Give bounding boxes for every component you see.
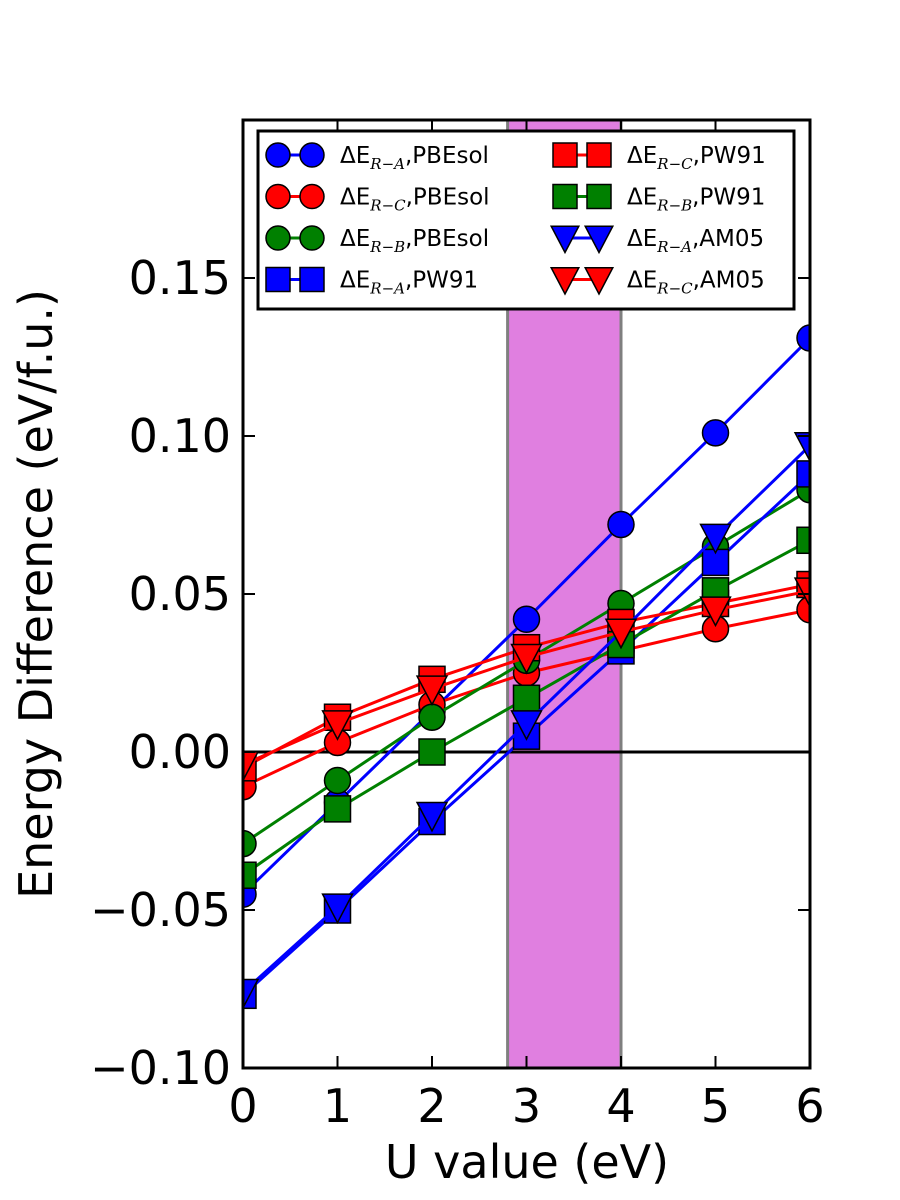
data-point-7-6 [793, 577, 810, 609]
legend-box [256, 129, 796, 311]
legend-entry-6: ΔER−A,AM05 [549, 225, 764, 256]
legend-entry-5: ΔER−B,PW91 [552, 183, 765, 215]
data-point-5-2 [418, 738, 446, 766]
y-tick-label: −0.10 [90, 1041, 231, 1095]
data-point-7-5 [699, 596, 732, 628]
x-tick-label: 3 [512, 1079, 541, 1133]
legend: ΔER−A,PBEsol ΔER−C,PBEsol ΔER−B,PBEsol ΔER−… [256, 129, 796, 311]
data-point-6-1 [321, 893, 354, 925]
legend-entry-3: ΔER−A,PW91 [265, 266, 478, 298]
legend-label: ΔER−A,PW91 [340, 268, 478, 298]
legend-marker-left [552, 142, 578, 168]
data-point-7-3 [510, 643, 543, 675]
x-tick-label: 1 [323, 1079, 352, 1133]
data-point-3-6 [796, 460, 810, 488]
data-point-7-2 [415, 675, 449, 707]
x-tick-label: 5 [701, 1079, 730, 1133]
x-tick-label: 0 [228, 1079, 257, 1133]
legend-marker-right [583, 267, 615, 296]
data-point-6-3 [510, 710, 543, 741]
data-point-6-2 [415, 801, 449, 833]
legend-entry-4: ΔER−C,PW91 [552, 142, 766, 173]
legend-label: ΔER−C,PW91 [627, 143, 766, 173]
y-tick-label: −0.05 [90, 883, 231, 937]
legend-marker-right [586, 183, 612, 210]
tick-layer: 0 1 2 3 4 5 6 −0.10 −0.05 0.00 0.05 0.10 0.15 [90, 120, 825, 1133]
legend-marker-right [583, 225, 615, 255]
x-axis-title: U value (eV) [385, 1135, 669, 1189]
data-point-0-4 [607, 510, 635, 539]
data-point-5-0 [243, 861, 257, 889]
data-point-7-4 [604, 618, 638, 650]
x-tick-label: 4 [606, 1079, 635, 1133]
data-point-0-6 [796, 324, 810, 352]
legend-marker-right [299, 225, 325, 251]
legend-marker-left [549, 225, 581, 255]
x-tick-label: 2 [417, 1079, 446, 1133]
y-axis-title: Energy Difference (eV/f.u.) [9, 289, 63, 899]
legend-label: ΔER−C,PBEsol [340, 185, 490, 215]
legend-label: ΔER−A,AM05 [627, 226, 764, 256]
data-point-5-6 [796, 526, 810, 555]
data-point-6-6 [793, 432, 810, 463]
legend-entry-7: ΔER−C,AM05 [549, 267, 765, 298]
data-point-5-3 [512, 684, 541, 713]
legend-label: ΔER−C,AM05 [627, 268, 765, 298]
legend-label: ΔER−B,PBEsol [340, 226, 489, 256]
data-point-6-5 [699, 523, 732, 555]
data-point-0-5 [701, 419, 730, 447]
legend-marker-right [299, 266, 325, 293]
legend-marker-left [549, 267, 581, 296]
legend-marker-left [265, 225, 291, 251]
legend-marker-left [265, 142, 291, 168]
legend-marker-left [265, 266, 291, 293]
data-point-2-1 [323, 766, 352, 795]
y-tick-label: 0.05 [129, 567, 231, 621]
series-layer [243, 324, 810, 1010]
data-point-5-1 [323, 795, 352, 823]
x-tick-label: 6 [795, 1079, 824, 1133]
legend-label: ΔER−A,PBEsol [340, 143, 489, 173]
legend-marker-left [265, 183, 291, 210]
y-tick-label: 0.10 [129, 409, 231, 463]
legend-marker-left [552, 183, 578, 210]
legend-marker-right [586, 142, 612, 168]
data-point-0-3 [512, 605, 541, 634]
data-point-1-6 [796, 596, 810, 624]
legend-marker-right [299, 183, 325, 210]
legend-entry-0: ΔER−A,PBEsol [265, 142, 489, 173]
y-tick-label: 0.15 [129, 251, 231, 305]
y-tick-label: 0.00 [129, 725, 231, 779]
legend-label: ΔER−B,PW91 [627, 185, 765, 215]
legend-entry-2: ΔER−B,PBEsol [265, 225, 489, 256]
legend-entry-1: ΔER−C,PBEsol [265, 183, 490, 215]
data-point-7-1 [321, 710, 354, 741]
data-point-2-2 [418, 703, 446, 731]
data-point-2-0 [243, 829, 257, 858]
legend-marker-right [299, 142, 325, 168]
